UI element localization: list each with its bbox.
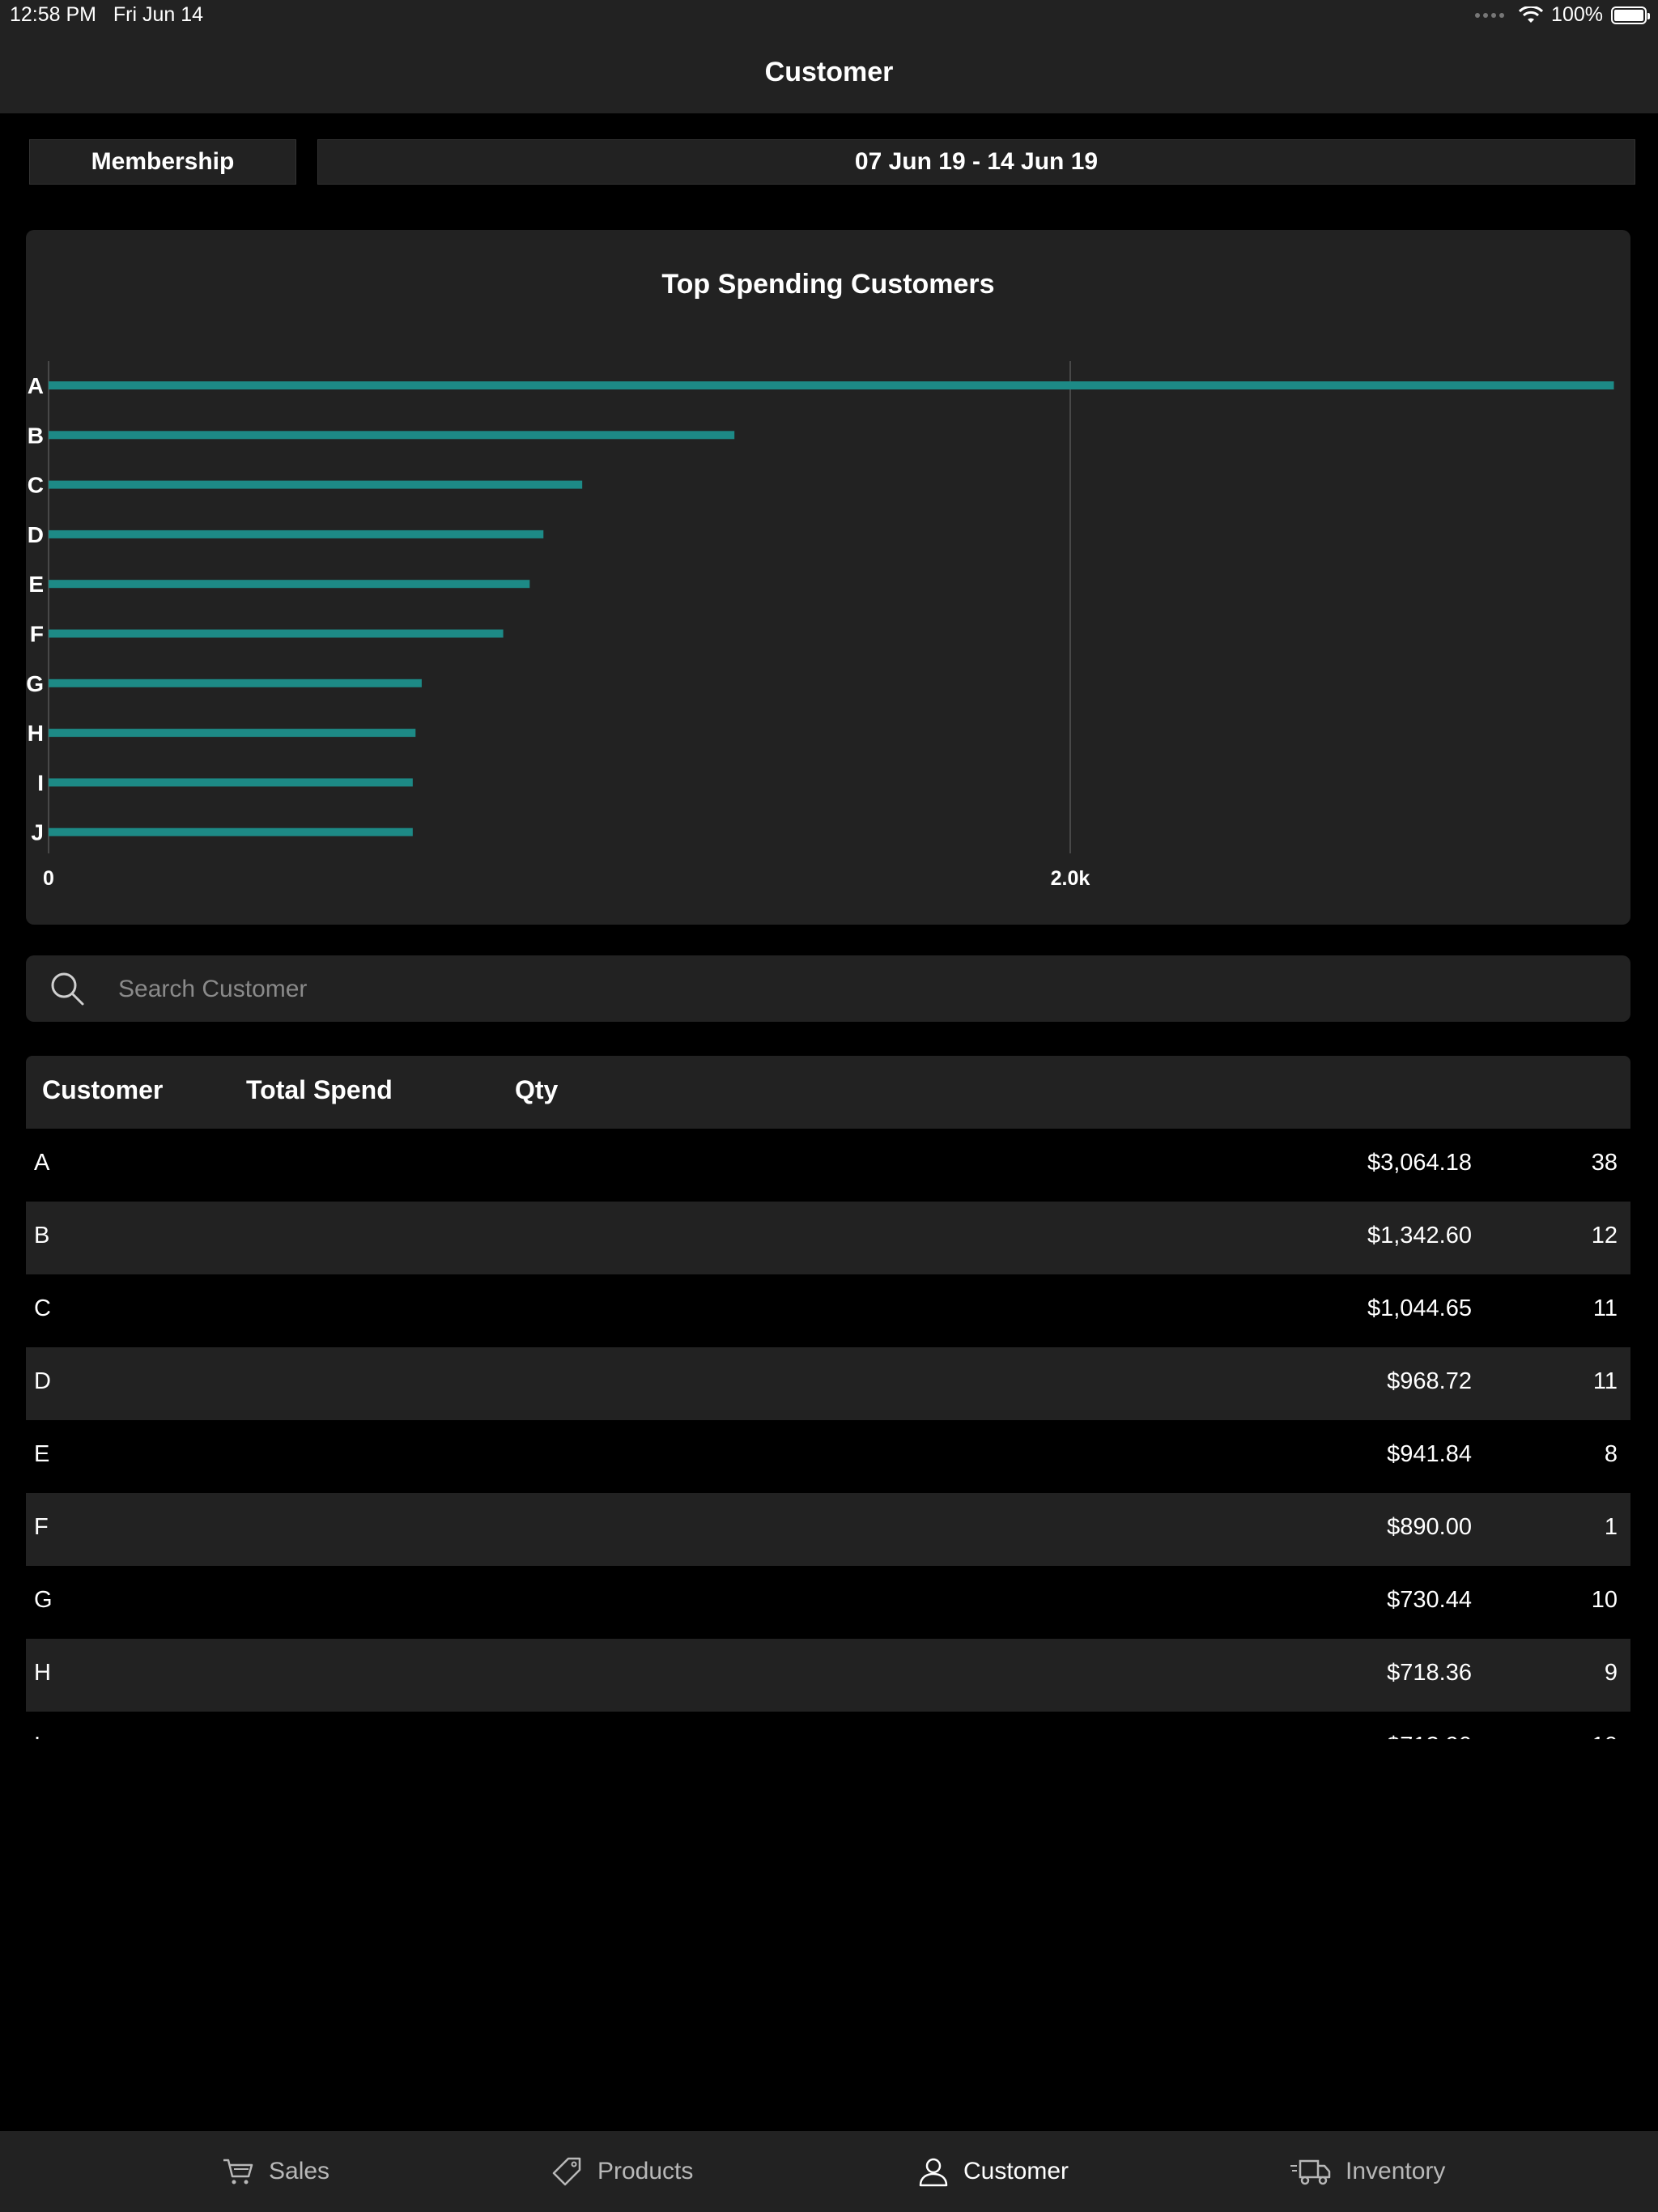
- category-label: I: [37, 770, 44, 795]
- bar-j: [49, 827, 413, 836]
- column-header-customer[interactable]: Customer: [42, 1075, 164, 1104]
- search-icon: [51, 972, 84, 1006]
- tag-icon: [552, 2157, 581, 2186]
- bar-i: [49, 778, 413, 787]
- search-input[interactable]: [117, 955, 1609, 1023]
- cell-total-spend: $718.36: [1387, 1660, 1472, 1686]
- table-row[interactable]: I $712.90 10: [26, 1712, 1630, 1739]
- search-bar: [26, 955, 1630, 1023]
- category-label: H: [28, 721, 44, 746]
- cell-customer: E: [34, 1441, 50, 1467]
- table-row[interactable]: F $890.00 1: [26, 1493, 1630, 1566]
- page-title: Customer: [764, 57, 894, 87]
- top-spending-chart-card: Top Spending Customers A B C D E F G H I J 0 2.0k: [26, 230, 1630, 925]
- table-body: A $3,064.18 38 B $1,342.60 12 C $1,044.65 11 D $96…: [26, 1129, 1630, 1739]
- wifi-icon: [1519, 6, 1544, 23]
- table-row[interactable]: A $3,064.18 38: [26, 1129, 1630, 1202]
- status-time-text: 12:58 PM: [10, 3, 97, 26]
- category-label: B: [28, 423, 44, 448]
- table-row[interactable]: E $941.84 8: [26, 1420, 1630, 1493]
- chart-title: Top Spending Customers: [661, 269, 995, 300]
- table-header: Customer Total Spend Qty: [26, 1056, 1630, 1129]
- x-tick-label: 2.0k: [1051, 867, 1090, 890]
- bar-d: [49, 530, 544, 538]
- table-row[interactable]: C $1,044.65 11: [26, 1274, 1630, 1347]
- category-label: F: [30, 622, 44, 647]
- truck-icon: [1290, 2159, 1331, 2185]
- tab-products[interactable]: Products: [551, 2131, 693, 2212]
- cell-total-spend: $1,342.60: [1367, 1223, 1472, 1249]
- status-bar: 12:58 PM Fri Jun 14 100%: [0, 0, 1658, 32]
- cell-qty: 9: [1604, 1660, 1618, 1686]
- category-label: G: [26, 671, 44, 696]
- cell-qty: 11: [1592, 1368, 1618, 1394]
- status-date-text: Fri Jun 14: [113, 3, 204, 26]
- cell-customer: F: [34, 1514, 49, 1540]
- bar-g: [49, 678, 422, 687]
- table-row[interactable]: G $730.44 10: [26, 1566, 1630, 1639]
- bar-b: [49, 431, 735, 440]
- x-tick-label: 0: [43, 867, 54, 890]
- column-header-total-spend[interactable]: Total Spend: [246, 1075, 393, 1104]
- tab-customer[interactable]: Customer: [918, 2131, 1069, 2212]
- status-clock: 12:58 PM Fri Jun 14: [10, 3, 203, 27]
- tab-bar: Sales Products Customer: [0, 2131, 1658, 2212]
- battery-icon: [1611, 6, 1650, 24]
- tab-inventory-label: Inventory: [1346, 2158, 1446, 2184]
- category-label: E: [28, 572, 44, 597]
- cell-qty: 8: [1604, 1441, 1618, 1467]
- cart-icon: [223, 2159, 253, 2184]
- membership-filter-button[interactable]: Membership: [29, 139, 296, 185]
- bar-a: [49, 381, 1614, 389]
- cell-customer: B: [34, 1223, 50, 1249]
- cell-customer: H: [34, 1660, 51, 1686]
- cell-qty: 1: [1604, 1514, 1618, 1540]
- cell-customer: G: [34, 1587, 53, 1613]
- cell-total-spend: $941.84: [1387, 1441, 1472, 1467]
- date-range-button[interactable]: 07 Jun 19 - 14 Jun 19: [317, 139, 1635, 185]
- column-header-qty[interactable]: Qty: [515, 1075, 559, 1104]
- membership-filter-label: Membership: [91, 148, 235, 175]
- cell-total-spend: $968.72: [1387, 1368, 1472, 1394]
- category-label: D: [28, 522, 44, 547]
- cell-customer: I: [34, 1733, 40, 1739]
- category-label: J: [31, 820, 44, 845]
- navigation-bar: Customer: [0, 32, 1658, 113]
- signal-dots-icon: [1475, 12, 1505, 18]
- tab-inventory[interactable]: Inventory: [1289, 2131, 1445, 2212]
- battery-percent: 100%: [1551, 3, 1603, 26]
- table-row[interactable]: B $1,342.60 12: [26, 1202, 1630, 1274]
- table-row[interactable]: D $968.72 11: [26, 1347, 1630, 1420]
- bar-f: [49, 629, 504, 638]
- cell-total-spend: $1,044.65: [1367, 1295, 1472, 1321]
- cell-qty: 11: [1592, 1295, 1618, 1321]
- category-label: C: [28, 473, 44, 498]
- tab-customer-label: Customer: [963, 2158, 1069, 2184]
- bar-e: [49, 580, 530, 589]
- cell-total-spend: $712.90: [1387, 1733, 1472, 1739]
- cell-qty: 38: [1591, 1150, 1618, 1176]
- table-row[interactable]: H $718.36 9: [26, 1639, 1630, 1712]
- cell-customer: A: [34, 1150, 50, 1176]
- bar-h: [49, 729, 416, 738]
- person-icon: [919, 2158, 948, 2187]
- category-label: A: [28, 373, 44, 398]
- tab-sales-label: Sales: [269, 2158, 330, 2184]
- status-indicators: 100%: [1475, 3, 1650, 27]
- cell-total-spend: $890.00: [1387, 1514, 1472, 1540]
- cell-qty: 12: [1591, 1223, 1618, 1249]
- cell-total-spend: $730.44: [1387, 1587, 1472, 1613]
- cell-customer: D: [34, 1368, 51, 1394]
- customer-table: Customer Total Spend Qty A $3,064.18 38 B $1…: [26, 1056, 1630, 1739]
- cell-customer: C: [34, 1295, 51, 1321]
- cell-qty: 10: [1592, 1733, 1618, 1739]
- tab-sales[interactable]: Sales: [222, 2131, 329, 2212]
- bar-c: [49, 480, 583, 489]
- date-range-label: 07 Jun 19 - 14 Jun 19: [854, 148, 1099, 175]
- cell-qty: 10: [1591, 1587, 1618, 1613]
- tab-products-label: Products: [597, 2158, 694, 2184]
- cell-total-spend: $3,064.18: [1367, 1150, 1472, 1176]
